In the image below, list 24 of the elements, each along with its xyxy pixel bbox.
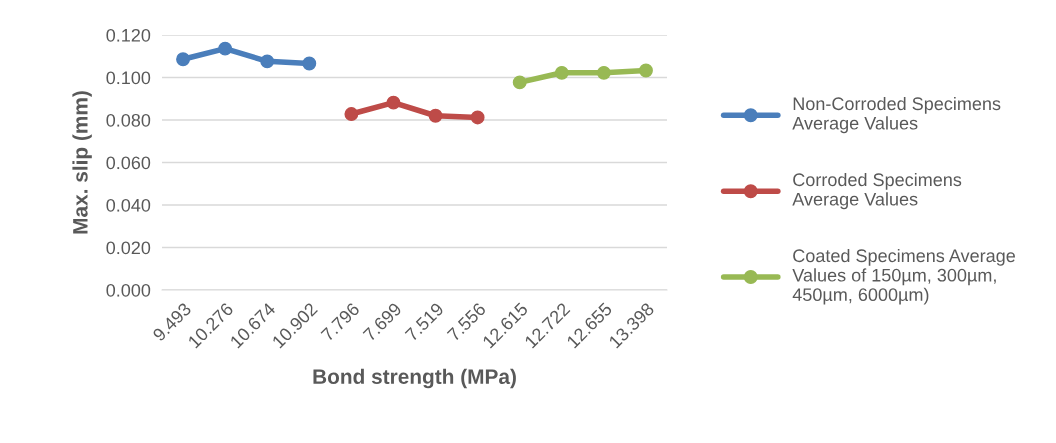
x-axis-title: Bond strength (MPa) <box>313 368 516 389</box>
point <box>218 41 233 56</box>
y-tick-label: 0.120 <box>106 28 151 42</box>
point <box>639 63 653 78</box>
y-tick-label: 0.100 <box>106 71 151 85</box>
point <box>176 52 190 67</box>
point <box>386 95 401 110</box>
point <box>428 108 443 123</box>
point <box>596 65 611 80</box>
point <box>470 110 485 125</box>
y-tick-label: 0.020 <box>106 241 151 255</box>
y-tick-label: 0.040 <box>106 198 151 212</box>
point <box>554 65 569 80</box>
y-tick-label: 0.060 <box>106 156 151 170</box>
point <box>512 75 527 90</box>
y-tick-label: 0.000 <box>106 283 151 297</box>
y-axis-title: Max. slip (mm) <box>72 91 92 234</box>
point <box>302 56 317 71</box>
legend-label: Corroded Specimens Average Values <box>792 172 962 210</box>
y-tick-label: 0.080 <box>106 113 151 127</box>
point <box>344 107 359 121</box>
legend-label: Coated Specimens Average Values of 150µm, 300µm, 450µm, 6000µm) <box>792 248 1015 305</box>
point <box>260 54 275 69</box>
legend-label: Non-Corroded Specimens Average Values <box>792 96 1001 134</box>
